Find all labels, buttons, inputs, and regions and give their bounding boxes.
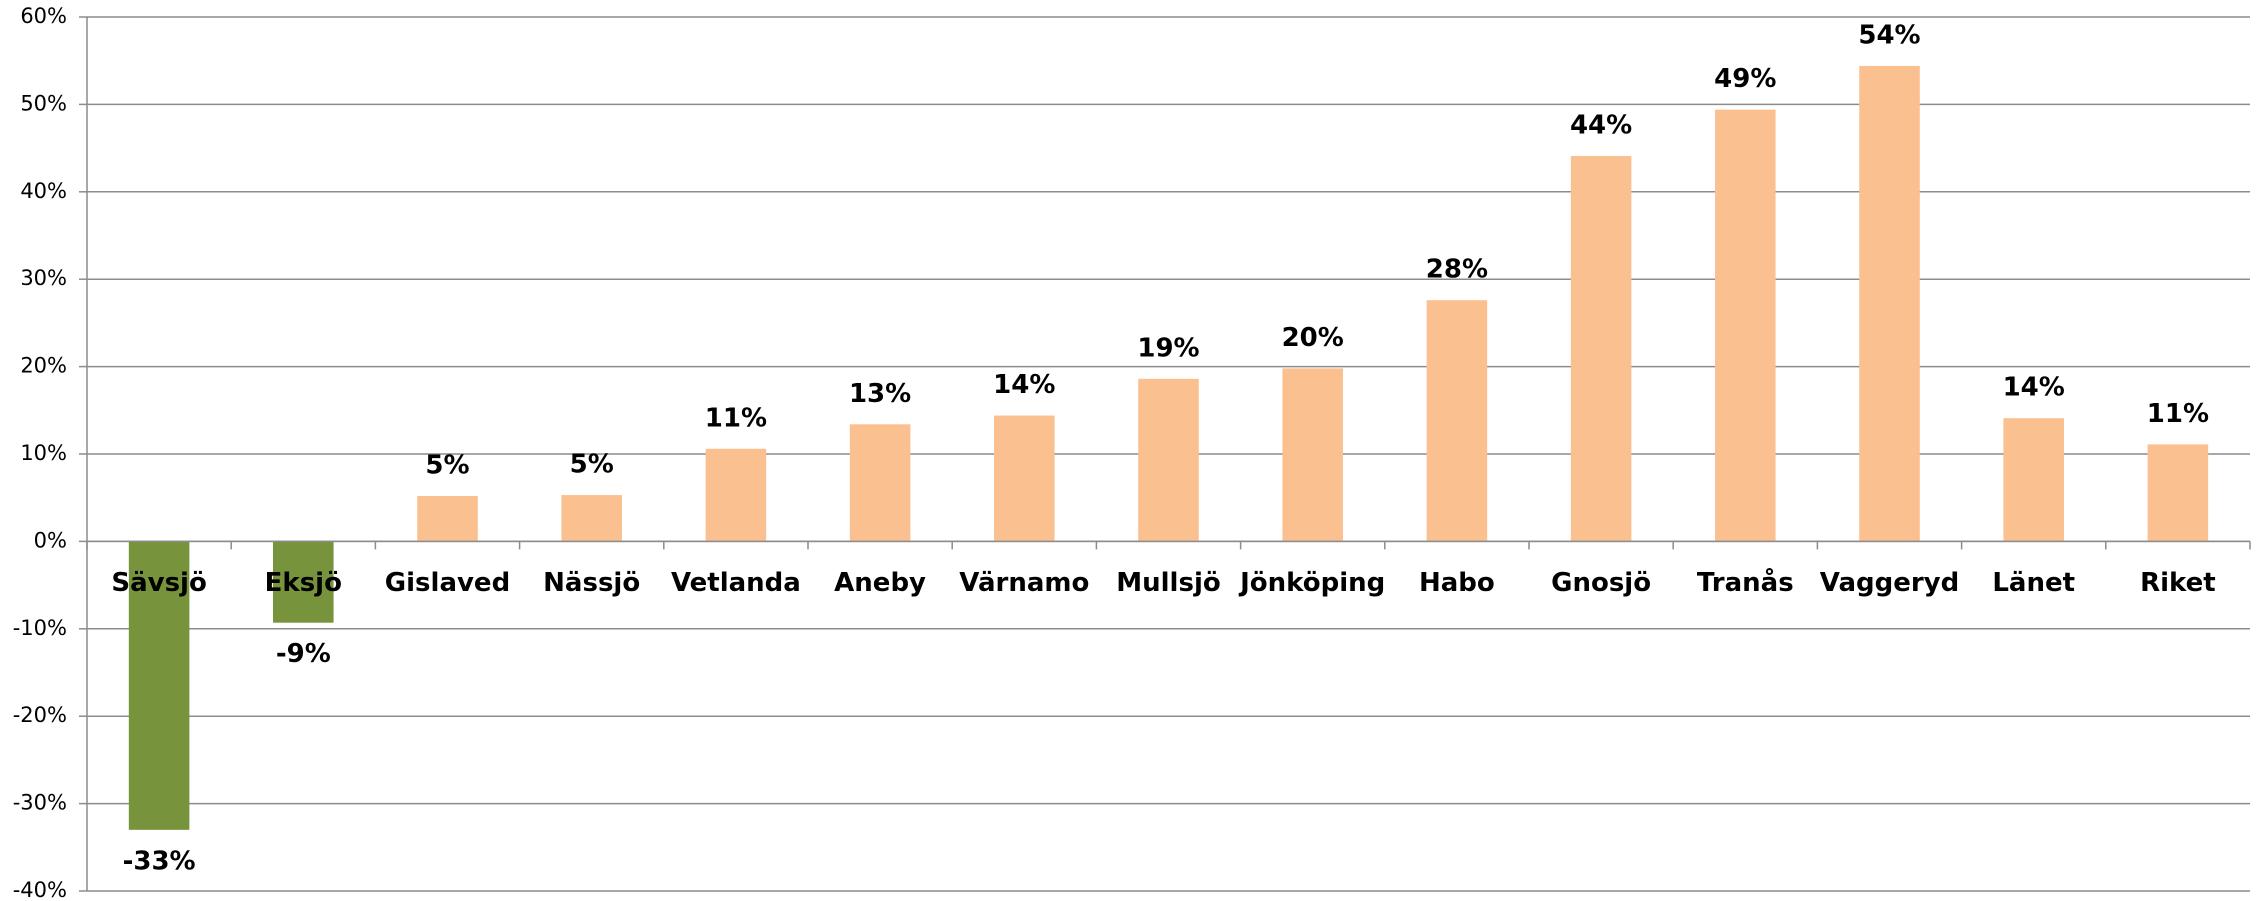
x-tick-label: Värnamo	[959, 568, 1089, 598]
value-label: 14%	[993, 370, 1055, 400]
bar	[705, 448, 767, 542]
y-tick-label: -10%	[13, 616, 67, 640]
value-label: -9%	[276, 639, 331, 669]
y-tick-label: 50%	[20, 91, 67, 115]
value-label: 19%	[1137, 333, 1199, 363]
bar	[561, 495, 622, 542]
y-tick-label: 10%	[20, 441, 67, 465]
bar	[849, 424, 911, 542]
x-tick-label: Sävsjö	[111, 568, 206, 598]
x-tick-label: Tranås	[1697, 566, 1794, 598]
x-tick-label: Aneby	[834, 568, 926, 598]
value-label: -33%	[123, 846, 196, 876]
x-tick-label: Länet	[1992, 568, 2075, 598]
x-tick-label: Eksjö	[265, 568, 342, 598]
x-tick-label: Mullsjö	[1116, 568, 1220, 598]
y-tick-label: 40%	[20, 179, 67, 203]
bar	[1715, 109, 1776, 542]
y-tick-label: -40%	[13, 878, 67, 901]
x-tick-label: Gnosjö	[1551, 568, 1651, 598]
bar	[128, 541, 190, 830]
y-tick-label: -30%	[13, 791, 67, 815]
value-label: 14%	[2003, 373, 2065, 403]
x-tick-label: Jönköping	[1238, 568, 1385, 598]
value-label: 28%	[1426, 255, 1488, 285]
bar	[1859, 65, 1920, 542]
bar	[1138, 378, 1199, 542]
value-label: 11%	[2147, 399, 2209, 429]
x-tick-label: Habo	[1419, 568, 1495, 598]
value-label: 5%	[425, 450, 469, 480]
value-label: 5%	[570, 450, 614, 480]
value-label: 54%	[1858, 20, 1920, 50]
bar	[273, 541, 334, 623]
x-tick-label: Vaggeryd	[1820, 568, 1959, 598]
value-label: 13%	[849, 379, 911, 409]
x-tick-label: Nässjö	[543, 568, 640, 598]
bar	[1426, 300, 1488, 542]
y-tick-label: 60%	[20, 4, 67, 28]
bar	[2147, 444, 2209, 542]
y-tick-label: 0%	[34, 528, 67, 552]
x-tick-label: Gislaved	[385, 568, 510, 598]
bar	[417, 495, 478, 542]
y-tick-label: 20%	[20, 354, 67, 378]
value-label: 49%	[1714, 64, 1776, 94]
bar	[1282, 368, 1343, 542]
bar	[994, 415, 1055, 542]
x-tick-label: Vetlanda	[671, 568, 801, 598]
bar	[2003, 418, 2064, 542]
y-tick-label: 30%	[20, 266, 67, 290]
value-label: 20%	[1282, 323, 1344, 353]
y-tick-label: -20%	[13, 703, 67, 727]
value-label: 44%	[1570, 110, 1632, 140]
x-tick-label: Riket	[2140, 568, 2216, 598]
value-label: 11%	[705, 403, 767, 433]
bar	[1570, 155, 1632, 542]
